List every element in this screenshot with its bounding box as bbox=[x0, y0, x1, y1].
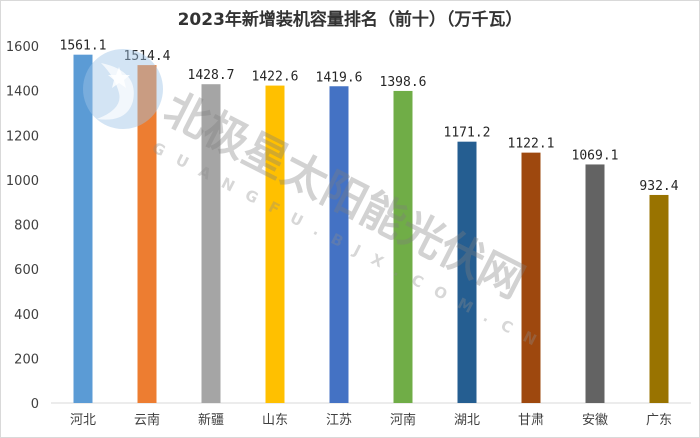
data-label: 1428.7 bbox=[188, 68, 235, 83]
bar bbox=[137, 65, 157, 404]
y-tick-label: 400 bbox=[14, 308, 39, 323]
y-tick-label: 1200 bbox=[6, 129, 39, 144]
data-label: 1171.2 bbox=[444, 126, 491, 141]
chart-title: 2023年新增装机容量排名（前十）（万千瓦） bbox=[177, 10, 523, 30]
bar bbox=[457, 141, 477, 403]
data-label: 1069.1 bbox=[572, 148, 619, 163]
y-tick-label: 200 bbox=[14, 352, 39, 367]
data-label: 1398.6 bbox=[380, 75, 427, 90]
category-label: 湖北 bbox=[454, 413, 480, 428]
watermark-star-icon bbox=[108, 67, 130, 88]
bar bbox=[201, 84, 221, 403]
y-tick-label: 1000 bbox=[6, 174, 39, 189]
data-label: 1514.4 bbox=[124, 49, 171, 64]
category-label: 甘肃 bbox=[518, 413, 544, 428]
category-label: 山东 bbox=[262, 413, 288, 428]
data-label: 1419.6 bbox=[316, 70, 363, 85]
bar bbox=[73, 54, 93, 403]
category-label: 安徽 bbox=[582, 413, 608, 428]
y-tick-label: 800 bbox=[14, 219, 39, 234]
y-tick-label: 1600 bbox=[6, 40, 39, 55]
category-label: 河南 bbox=[390, 412, 416, 428]
y-tick-label: 0 bbox=[31, 397, 39, 412]
bar bbox=[329, 86, 349, 404]
category-label: 新疆 bbox=[198, 412, 224, 428]
data-label: 1422.6 bbox=[252, 70, 299, 85]
bar bbox=[393, 90, 413, 403]
bar bbox=[521, 152, 541, 403]
data-label: 932.4 bbox=[639, 179, 678, 194]
category-label: 云南 bbox=[134, 412, 160, 428]
data-label: 1561.1 bbox=[60, 39, 107, 54]
data-label: 1122.1 bbox=[508, 137, 555, 152]
bar bbox=[585, 164, 605, 403]
category-label: 广东 bbox=[646, 413, 672, 428]
bar bbox=[649, 194, 669, 403]
category-label: 河北 bbox=[70, 413, 96, 428]
category-label: 江苏 bbox=[326, 412, 352, 428]
y-tick-label: 1400 bbox=[6, 85, 39, 100]
y-tick-label: 600 bbox=[14, 263, 39, 278]
bar bbox=[265, 85, 285, 404]
